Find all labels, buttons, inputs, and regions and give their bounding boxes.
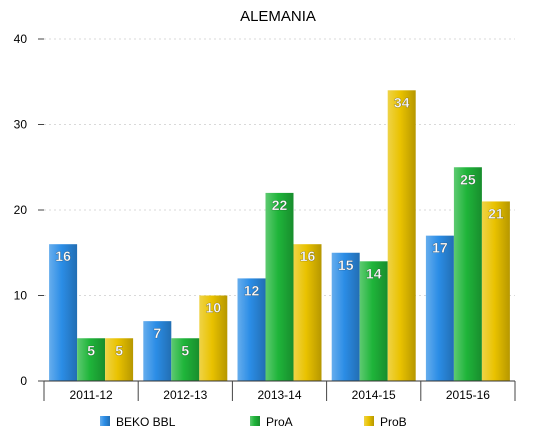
data-label: 25 bbox=[460, 171, 476, 187]
bar-beko-bbl-2011-12 bbox=[49, 244, 78, 381]
data-label: 22 bbox=[272, 197, 288, 213]
bar-prob-2013-14 bbox=[293, 244, 322, 381]
legend-label: ProA bbox=[266, 415, 293, 429]
data-label: 5 bbox=[87, 342, 95, 358]
legend-swatch bbox=[250, 416, 260, 426]
chart-title: ALEMANIA bbox=[240, 8, 316, 25]
x-axis: 2011-12 2012-13 2013-14 2014-15 2015-16 bbox=[43, 380, 516, 402]
legend: BEKO BBL ProA ProB bbox=[100, 415, 407, 429]
bar-beko-bbl-2013-14 bbox=[237, 278, 266, 381]
bars: 16 5 5 7 5 10 12 22 16 15 14 34 17 25 21 bbox=[49, 90, 510, 382]
bar-prob-2015-16 bbox=[481, 201, 510, 381]
data-label: 5 bbox=[115, 342, 123, 358]
data-label: 21 bbox=[488, 205, 504, 221]
legend-swatch bbox=[364, 416, 374, 426]
data-label: 34 bbox=[394, 94, 410, 110]
bar-proa-2013-14 bbox=[265, 192, 294, 381]
x-tick-label: 2011-12 bbox=[70, 388, 113, 402]
y-tick-label: 30 bbox=[14, 118, 28, 132]
data-label: 15 bbox=[338, 257, 354, 273]
bar-beko-bbl-2015-16 bbox=[425, 235, 454, 381]
x-tick-label: 2015-16 bbox=[446, 388, 490, 402]
x-tick-label: 2012-13 bbox=[163, 388, 207, 402]
bar-proa-2012-13 bbox=[171, 338, 200, 381]
x-tick-label: 2013-14 bbox=[257, 388, 301, 402]
y-tick-label: 20 bbox=[14, 203, 28, 217]
bar-proa-2015-16 bbox=[453, 167, 482, 381]
data-label: 5 bbox=[181, 342, 189, 358]
legend-label: BEKO BBL bbox=[116, 415, 176, 429]
y-tick-label: 40 bbox=[14, 32, 28, 46]
bar-prob-2011-12 bbox=[105, 338, 134, 381]
y-axis: 0 10 20 30 40 bbox=[14, 32, 44, 388]
data-label: 12 bbox=[244, 282, 260, 298]
bar-prob-2012-13 bbox=[199, 295, 228, 381]
bar-prob-2014-15 bbox=[387, 90, 416, 382]
bar-beko-bbl-2014-15 bbox=[331, 252, 360, 381]
y-tick-label: 0 bbox=[20, 374, 27, 388]
data-label: 10 bbox=[206, 300, 222, 316]
bar-beko-bbl-2012-13 bbox=[143, 321, 172, 381]
legend-swatch bbox=[100, 416, 110, 426]
legend-label: ProB bbox=[380, 415, 407, 429]
y-tick-label: 10 bbox=[14, 289, 28, 303]
x-tick-label: 2014-15 bbox=[352, 388, 396, 402]
bar-proa-2011-12 bbox=[77, 338, 106, 381]
data-label: 16 bbox=[300, 248, 316, 264]
data-label: 17 bbox=[432, 240, 448, 256]
bar-proa-2014-15 bbox=[359, 261, 388, 381]
data-label: 7 bbox=[153, 325, 161, 341]
data-label: 16 bbox=[55, 248, 71, 264]
data-label: 14 bbox=[366, 265, 382, 281]
